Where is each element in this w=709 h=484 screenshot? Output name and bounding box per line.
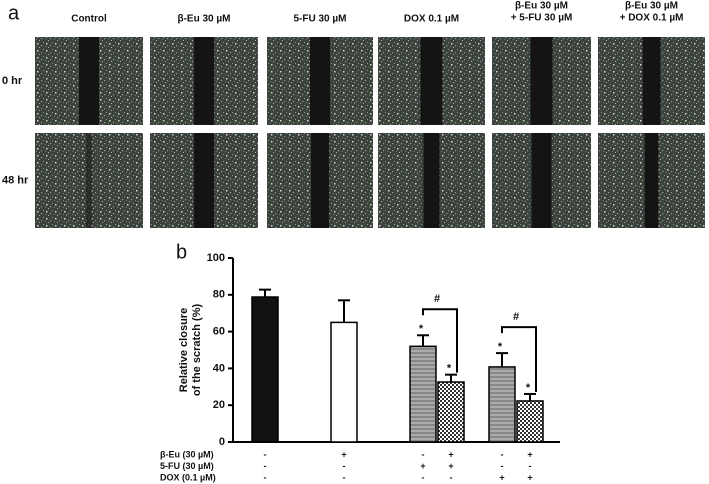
significance-star: * [419,323,424,335]
treatment-sign: + [341,449,346,459]
significance-star: * [526,382,531,394]
scratch [194,133,214,228]
treatment-sign: - [343,461,346,471]
y-tick-label: 0 [219,436,225,448]
y-tick-label: 80 [213,289,225,301]
column-label: 5-FU 30 µM [294,14,347,25]
treatment-sign: - [422,449,425,459]
scratch [310,37,330,125]
bar [330,321,358,443]
bar [516,400,544,443]
y-tick-label: 60 [213,326,225,338]
column-label: + 5-FU 30 µM [511,13,573,24]
treatment-sign: - [501,449,504,459]
column-label: β-Eu 30 µM [625,1,678,12]
scratch [311,133,329,228]
significance-star: * [498,341,503,353]
scratch [194,37,214,125]
treatment-sign: - [343,472,346,482]
treatment-sign: - [450,472,453,482]
column-label: β-Eu 30 µM [515,1,568,12]
treatment-sign: - [264,472,267,482]
treatment-sign: + [499,472,504,482]
treatment-sign: - [264,461,267,471]
y-tick-label: 100 [207,252,225,264]
scratch [86,133,92,228]
scratch [79,37,99,125]
bar [251,296,279,443]
treatment-label: β-Eu (30 µM) [160,449,214,459]
bar [409,345,437,443]
scratch [531,133,552,228]
treatment-label: 5-FU (30 µM) [160,461,214,471]
bracket-label: # [434,293,440,305]
bar [488,366,516,443]
y-axis-label: Relative closure [178,308,190,392]
scratch [644,133,659,228]
column-label: β-Eu 30 µM [178,14,231,25]
bracket [422,308,458,373]
bracket [501,326,537,392]
treatment-sign: + [448,449,453,459]
y-tick-label: 20 [213,399,225,411]
column-label: + DOX 0.1 µM [620,13,684,24]
bracket-label: # [513,311,519,323]
treatment-sign: - [501,461,504,471]
treatment-sign: - [529,461,532,471]
row-label: 0 hr [2,75,23,87]
row-label: 48 hr [2,174,29,186]
scratch [423,133,440,228]
scratch [530,37,553,125]
y-tick-label: 40 [213,362,225,374]
bar [437,381,465,443]
column-label: Control [71,14,107,25]
scratch [642,37,661,125]
treatment-label: DOX (0.1 µM) [160,472,216,482]
significance-star: * [447,363,452,375]
treatment-sign: - [264,449,267,459]
scratch [420,37,443,125]
treatment-sign: - [422,472,425,482]
panel-label: b [176,241,187,263]
column-label: DOX 0.1 µM [404,14,459,25]
treatment-sign: + [527,449,532,459]
y-axis-label: of the scratch (%) [191,304,203,397]
treatment-sign: + [527,472,532,482]
treatment-sign: + [420,461,425,471]
treatment-sign: + [448,461,453,471]
panel-label: a [8,2,20,24]
